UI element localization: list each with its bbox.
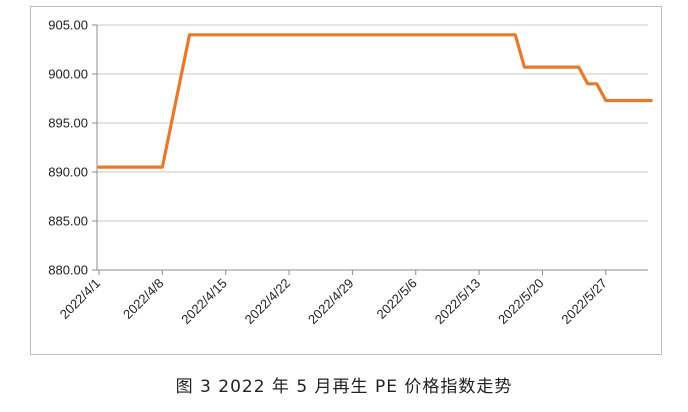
figure-caption: 图 3 2022 年 5 月再生 PE 价格指数走势 bbox=[175, 377, 513, 397]
y-tick-label: 885.00 bbox=[48, 214, 88, 229]
y-tick-label: 895.00 bbox=[48, 116, 88, 131]
x-tick-label: 2022/4/22 bbox=[242, 276, 294, 328]
x-tick-label: 2022/5/6 bbox=[373, 276, 419, 322]
series-line bbox=[97, 33, 653, 169]
y-tick-label: 890.00 bbox=[48, 165, 88, 180]
x-tick-label: 2022/4/15 bbox=[178, 276, 230, 328]
y-tick-label: 900.00 bbox=[48, 67, 88, 82]
x-tick-label: 2022/4/29 bbox=[305, 276, 357, 328]
y-tick-label: 905.00 bbox=[48, 18, 88, 33]
x-tick-label: 2022/5/20 bbox=[495, 276, 547, 328]
y-tick-label: 880.00 bbox=[48, 263, 88, 278]
x-tick-label: 2022/4/8 bbox=[120, 276, 166, 322]
x-tick-label: 2022/5/27 bbox=[558, 276, 610, 328]
x-tick-label: 2022/5/13 bbox=[432, 276, 484, 328]
x-tick-label: 2022/4/1 bbox=[57, 276, 103, 322]
chart-frame bbox=[30, 6, 662, 355]
